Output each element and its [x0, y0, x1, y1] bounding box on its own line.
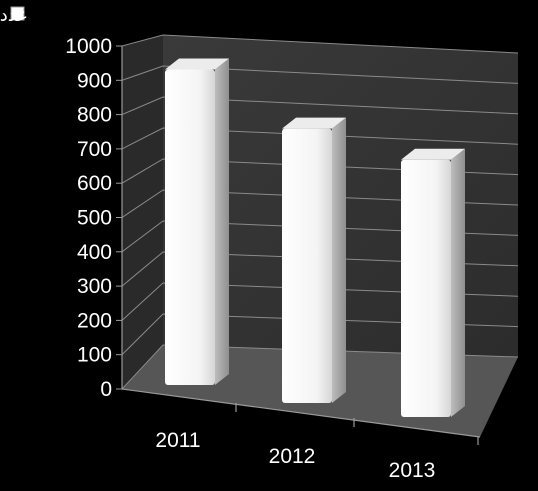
gridline [121, 282, 519, 321]
y-tick-label: 600 [77, 172, 112, 195]
bar-top [165, 58, 229, 70]
bar-side [215, 58, 229, 385]
x-category-label: 2011 [155, 429, 200, 452]
x-axis-category-labels: 2011 2012 2013 [155, 429, 435, 482]
gridline [121, 158, 519, 184]
y-tick-label: 500 [77, 207, 112, 230]
x-category-label: 2013 [389, 459, 436, 482]
gridline [121, 189, 519, 218]
bar-side [332, 117, 346, 403]
gridline [121, 96, 519, 116]
y-tick-label: 900 [77, 69, 112, 92]
bar-front [282, 128, 332, 403]
gridline [121, 344, 519, 390]
gridlines [116, 34, 519, 390]
y-tick-label: 100 [77, 344, 112, 367]
bar-2012 [282, 117, 346, 403]
bar-2011 [165, 58, 229, 385]
y-tick-label: 300 [77, 275, 112, 298]
bar-2013 [401, 148, 465, 417]
legend-swatch [10, 6, 25, 21]
side-wall [122, 35, 163, 389]
y-tick-label: 1000 [65, 35, 112, 58]
bar-front [401, 159, 451, 417]
axes [121, 46, 481, 445]
legend: عدد المخالفات [0, 5, 28, 26]
y-tick-label: 200 [77, 309, 112, 332]
x-category-label: 2012 [269, 445, 316, 468]
y-axis-tick-labels: 0 100 200 300 400 500 600 700 800 900 1000 [65, 35, 112, 401]
gridline [121, 220, 519, 253]
gridline [121, 127, 519, 150]
bar-top [282, 117, 346, 129]
y-tick-label: 800 [77, 104, 112, 127]
y-tick-label: 700 [77, 138, 112, 161]
bars [165, 58, 465, 417]
bar-front [165, 69, 215, 385]
legend-label: عدد المخالفات [0, 5, 28, 26]
y-tick-label: 400 [77, 241, 112, 264]
y-tick-label: 0 [100, 378, 112, 401]
bar-top [401, 148, 465, 160]
gridline [121, 313, 519, 356]
gridline [121, 251, 519, 287]
bar-side [451, 148, 465, 417]
x-axis-line [121, 388, 481, 438]
gridline [121, 34, 519, 54]
gridline [121, 65, 519, 84]
